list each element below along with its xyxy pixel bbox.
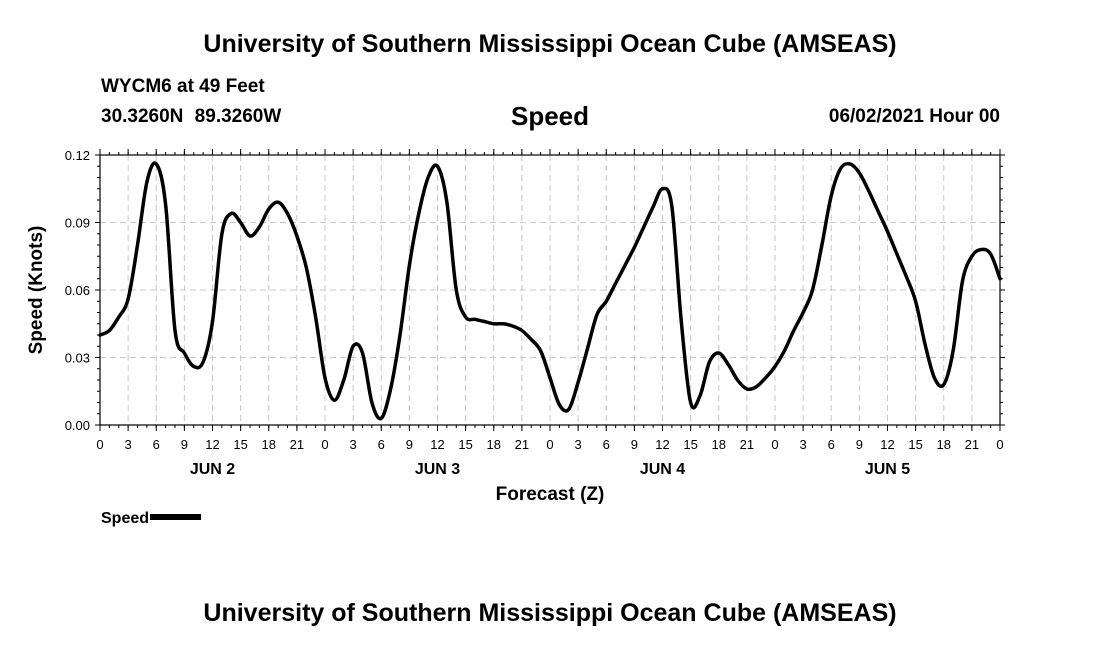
day-label: JUN 3 [415, 461, 460, 478]
day-labels: JUN 2 JUN 3 JUN 4 JUN 5 [190, 461, 910, 478]
x-tick-label: 18 [937, 437, 951, 452]
x-tick-label: 6 [828, 437, 835, 452]
x-tick-label: 0 [771, 437, 778, 452]
x-tick-label: 9 [631, 437, 638, 452]
x-tick-label: 18 [487, 437, 501, 452]
axis-ticks [95, 149, 1005, 431]
x-tick-label: 0 [321, 437, 328, 452]
day-label: JUN 5 [865, 461, 910, 478]
y-tick-label: 0.09 [65, 216, 90, 231]
coordinates-label: 30.3260N 89.3260W [101, 106, 282, 127]
x-tick-label: 18 [262, 437, 276, 452]
x-tick-label: 6 [153, 437, 160, 452]
y-axis-label: Speed (Knots) [26, 226, 47, 355]
y-tick-label: 0.03 [65, 351, 90, 366]
y-tick-labels: 0.00 0.03 0.06 0.09 0.12 [65, 148, 90, 433]
x-tick-label: 21 [290, 437, 304, 452]
chart-footer-title: University of Southern Mississippi Ocean… [203, 599, 897, 627]
x-tick-label: 12 [205, 437, 219, 452]
y-tick-label: 0.00 [65, 418, 90, 433]
y-tick-label: 0.12 [65, 148, 90, 163]
x-tick-label: 18 [712, 437, 726, 452]
x-tick-label: 9 [181, 437, 188, 452]
x-axis-label: Forecast (Z) [496, 484, 605, 505]
chart-main-title: University of Southern Mississippi Ocean… [203, 30, 897, 58]
speed-series-line [98, 161, 1002, 421]
day-label: JUN 4 [640, 461, 685, 478]
x-tick-label: 12 [880, 437, 894, 452]
grid-lines [100, 155, 1000, 425]
x-tick-label: 9 [856, 437, 863, 452]
x-tick-label: 3 [350, 437, 357, 452]
x-tick-label: 0 [96, 437, 103, 452]
forecast-datetime: 06/02/2021 Hour 00 [828, 106, 1000, 127]
legend: Speed [101, 510, 202, 528]
x-tick-label: 9 [406, 437, 413, 452]
x-tick-label: 6 [378, 437, 385, 452]
x-tick-labels: 0 3 6 9 12 15 18 21 0 3 6 9 12 15 18 21 0 3 6 9 12 15 18 21 0 3 6 9… [96, 437, 1003, 452]
x-tick-label: 3 [575, 437, 582, 452]
x-tick-label: 0 [546, 437, 553, 452]
y-tick-label: 0.06 [65, 283, 90, 298]
x-tick-label: 21 [515, 437, 529, 452]
x-tick-label: 3 [125, 437, 132, 452]
day-label: JUN 2 [190, 461, 235, 478]
x-tick-label: 0 [996, 437, 1003, 452]
x-tick-label: 21 [965, 437, 979, 452]
x-tick-label: 21 [740, 437, 754, 452]
x-tick-label: 15 [458, 437, 472, 452]
x-tick-label: 12 [655, 437, 669, 452]
x-tick-label: 6 [603, 437, 610, 452]
x-tick-label: 12 [430, 437, 444, 452]
station-label: WYCM6 at 49 Feet [101, 76, 265, 97]
legend-swatch [150, 513, 202, 520]
plot-title: Speed [510, 101, 590, 131]
x-tick-label: 15 [908, 437, 922, 452]
x-tick-label: 3 [800, 437, 807, 452]
legend-label: Speed [101, 510, 150, 527]
x-tick-label: 15 [233, 437, 247, 452]
x-tick-label: 15 [683, 437, 697, 452]
